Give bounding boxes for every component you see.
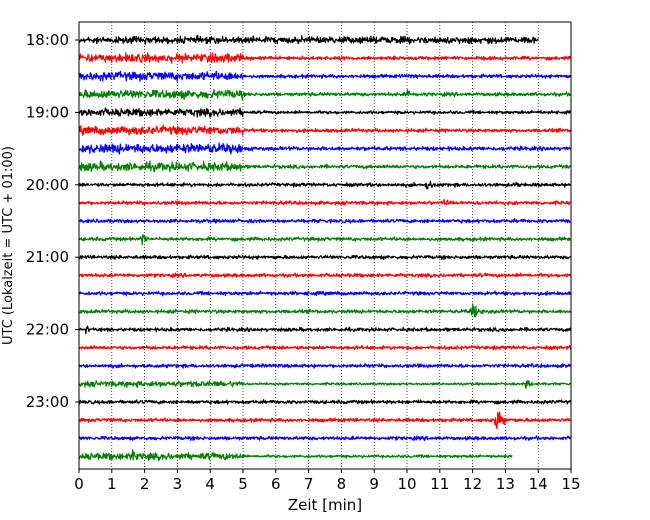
x-tick-label: 15 [561, 475, 580, 493]
seismogram-trace [78, 89, 572, 101]
x-tick-label: 9 [369, 475, 379, 493]
seismogram-trace [78, 160, 572, 173]
y-tick-label: 22:00 [26, 321, 69, 339]
seismogram-traces [78, 34, 572, 462]
seismogram-trace [78, 70, 572, 82]
y-tick-label: 18:00 [26, 31, 69, 49]
y-tick-label: 21:00 [26, 248, 69, 266]
x-axis-ticks: 0 1 2 3 4 5 6 7 8 9 10 11 12 13 14 15 [74, 469, 581, 493]
x-tick-label: 10 [397, 475, 416, 493]
x-tick-label: 14 [529, 475, 548, 493]
seismogram-trace [78, 435, 572, 442]
x-tick-label: 2 [140, 475, 150, 493]
seismogram-trace [78, 34, 539, 45]
grid-lines [111, 22, 539, 469]
seismogram-trace [78, 449, 513, 462]
seismogram-trace [78, 290, 572, 297]
seismogram-trace [78, 180, 572, 190]
seismogram-trace [78, 380, 572, 389]
x-tick-label: 6 [271, 475, 281, 493]
seismogram-trace [78, 325, 572, 335]
x-tick-label: 11 [430, 475, 449, 493]
x-tick-label: 3 [173, 475, 183, 493]
x-tick-label: 0 [74, 475, 84, 493]
x-axis-label: Zeit [min] [288, 496, 362, 514]
seismogram-trace [78, 344, 572, 351]
seismogram-trace [78, 362, 572, 369]
seismogram-trace [78, 124, 572, 136]
seismogram-trace [78, 234, 572, 246]
seismogram-trace [78, 107, 572, 118]
seismogram-trace [78, 142, 572, 155]
seismogram-trace [78, 52, 572, 64]
plot-frame [78, 21, 572, 470]
seismogram-trace [78, 411, 572, 430]
seismogram-trace [78, 303, 572, 318]
seismogram-trace [78, 198, 572, 206]
seismogram-trace [78, 254, 572, 260]
x-tick-label: 1 [107, 475, 117, 493]
y-tick-label: 19:00 [26, 103, 69, 121]
x-tick-label: 8 [337, 475, 347, 493]
seismogram-trace [78, 399, 572, 405]
x-tick-label: 5 [238, 475, 248, 493]
x-tick-label: 13 [496, 475, 515, 493]
y-axis-label: UTC (Lokalzeit = UTC + 01:00) [1, 146, 16, 345]
seismogram-trace [78, 218, 572, 224]
x-tick-label: 12 [463, 475, 482, 493]
y-tick-label: 23:00 [26, 393, 69, 411]
seismogram-trace [78, 272, 572, 279]
y-axis-ticks: 18:00 19:00 20:00 21:00 22:00 23:00 [26, 31, 79, 411]
y-tick-label: 20:00 [26, 176, 69, 194]
x-tick-label: 7 [304, 475, 314, 493]
x-tick-label: 4 [205, 475, 215, 493]
